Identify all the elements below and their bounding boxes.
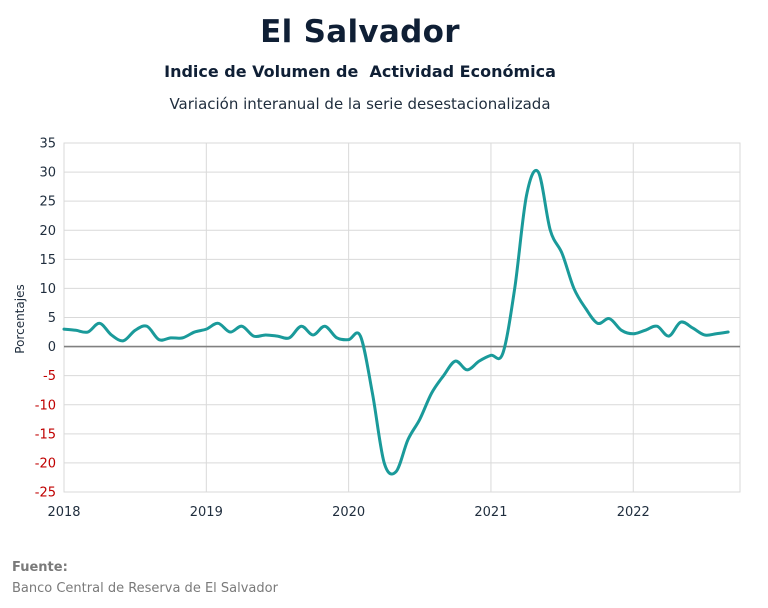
y-tick-label: 5 [48,311,56,326]
tick-labels: 35 30 25 20 15 10 5 0 -5 -10 -15 -20 -25 2018 2019 2020… [35,137,650,521]
x-tick-label: 2019 [190,505,223,520]
y-tick-label: 25 [39,195,56,210]
grid-layer [63,142,741,493]
y-tick-label: -20 [35,456,56,471]
y-tick-label: 0 [48,340,56,355]
y-tick-label: -5 [43,369,56,384]
x-tick-label: 2022 [617,505,650,520]
x-tick-label: 2020 [332,505,365,520]
y-tick-label: -10 [35,398,56,413]
line-chart: 35 30 25 20 15 10 5 0 -5 -10 -15 -20 -25 2018 2019 2020… [13,137,741,521]
source-label: Fuente: [12,560,68,575]
chart-title: El Salvador [260,14,460,50]
x-tick-label: 2021 [474,505,507,520]
y-tick-label: 15 [39,253,56,268]
y-tick-label: 20 [39,224,56,239]
y-tick-label: -15 [35,427,56,442]
y-tick-label: 30 [39,166,56,181]
source-text: Banco Central de Reserva de El Salvador [12,581,278,596]
x-tick-label: 2018 [47,505,80,520]
chart-subtitle: Indice de Volumen de Actividad Económica [164,62,556,81]
y-tick-label: 10 [39,282,56,297]
series-layer [62,169,730,476]
y-axis-label: Porcentajes [13,284,27,353]
chart-subtitle-series: Variación interanual de la serie desesta… [169,95,551,113]
y-tick-label: -25 [35,486,56,501]
y-tick-label: 35 [39,137,56,152]
series-line [62,169,730,476]
